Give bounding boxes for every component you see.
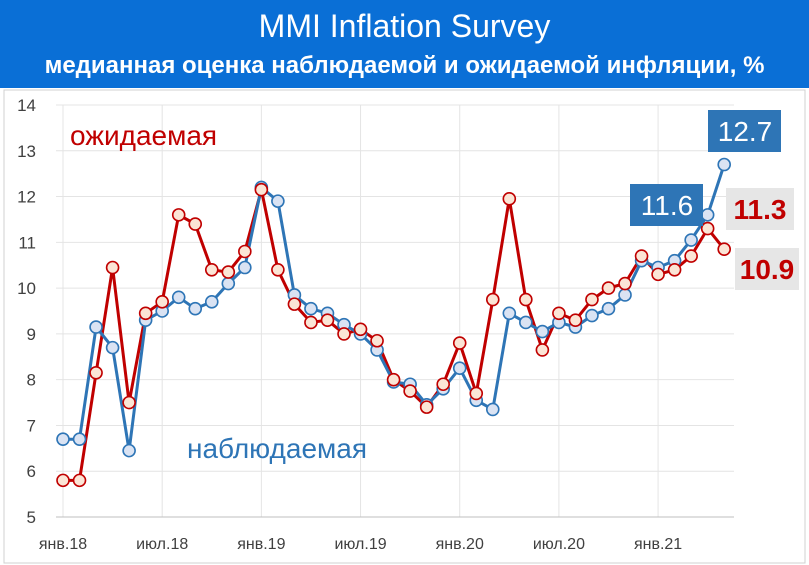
expected-point xyxy=(452,336,467,350)
observed-point xyxy=(601,301,616,316)
expected-point xyxy=(353,322,368,337)
expected-series-label: ожидаемая xyxy=(70,120,217,151)
expected-point xyxy=(287,297,302,311)
x-tick-label: июл.18 xyxy=(136,536,188,553)
observed-point xyxy=(502,306,517,321)
expected-point xyxy=(138,306,153,321)
expected-point xyxy=(684,249,698,263)
observed-point xyxy=(221,276,236,291)
observed-point xyxy=(485,402,500,417)
observed-point xyxy=(519,315,533,330)
expected-point xyxy=(502,192,517,206)
expected-point xyxy=(469,386,484,401)
y-tick-label: 6 xyxy=(27,462,36,481)
expected-point xyxy=(105,260,120,275)
expected-point xyxy=(436,377,450,392)
y-tick-label: 14 xyxy=(17,96,36,115)
expected-point xyxy=(370,333,384,348)
expected-point xyxy=(700,221,715,236)
prev-observed-callout-label: 11.6 xyxy=(641,190,693,221)
x-tick-label: июл.20 xyxy=(533,536,585,553)
observed-point xyxy=(700,208,715,222)
observed-point xyxy=(717,157,732,172)
expected-point xyxy=(634,249,649,263)
expected-point xyxy=(667,263,682,277)
expected-point xyxy=(601,281,616,295)
line-chart: 5 6 7 8 9 10 11 12 13 14 янв.18 июл.18 янв.19 июл.19 я… xyxy=(3,89,806,564)
expected-point xyxy=(618,276,632,291)
expected-point xyxy=(419,400,434,414)
expected-point xyxy=(403,384,417,398)
expected-point xyxy=(72,473,87,488)
observed-point xyxy=(618,288,632,302)
x-tick-label: янв.18 xyxy=(39,536,87,553)
observed-point xyxy=(188,301,203,316)
expected-point xyxy=(320,313,335,327)
observed-point xyxy=(238,260,252,275)
latest-expected-callout-box xyxy=(735,248,799,290)
observed-point xyxy=(122,443,136,458)
expected-point xyxy=(535,343,550,357)
expected-point xyxy=(519,292,533,307)
prev-expected-callout-box xyxy=(726,188,794,230)
observed-point xyxy=(105,340,120,355)
observed-series-label: наблюдаемая xyxy=(187,433,367,464)
expected-point xyxy=(254,182,269,197)
expected-point xyxy=(717,242,732,256)
observed-point xyxy=(684,233,698,247)
latest-observed-callout-label: 12.7 xyxy=(718,116,773,147)
chart-title: MMI Inflation Survey xyxy=(258,8,551,44)
x-tick-label: янв.20 xyxy=(436,536,484,553)
expected-point xyxy=(56,473,70,488)
y-tick-label: 13 xyxy=(17,142,36,161)
observed-point xyxy=(204,295,219,309)
y-tick-label: 9 xyxy=(27,325,36,344)
x-tick-label: июл.19 xyxy=(334,536,386,553)
observed-point xyxy=(56,432,70,446)
expected-point xyxy=(485,292,500,307)
expected-point xyxy=(386,372,401,387)
observed-point xyxy=(452,361,467,376)
expected-point xyxy=(271,263,285,277)
expected-point xyxy=(221,265,236,279)
expected-point xyxy=(568,313,583,327)
prev-expected-callout-label: 11.3 xyxy=(734,194,787,225)
latest-expected-callout-label: 10.9 xyxy=(740,254,795,285)
y-tick-label: 5 xyxy=(27,508,36,527)
chart-area: 5 6 7 8 9 10 11 12 13 14 янв.18 июл.18 янв.19 июл.19 я… xyxy=(0,88,809,565)
expected-point xyxy=(552,306,566,321)
observed-point xyxy=(89,320,103,334)
y-tick-label: 12 xyxy=(17,188,36,207)
expected-point xyxy=(122,395,136,410)
observed-point xyxy=(72,432,87,446)
prev-observed-callout-box xyxy=(630,184,703,226)
chart-subtitle: медианная оценка наблюдаемой и ожидаемой… xyxy=(44,52,765,79)
expected-point xyxy=(238,244,252,259)
expected-point xyxy=(155,295,169,309)
observed-point xyxy=(304,301,318,316)
chart-header: MMI Inflation Survey медианная оценка на… xyxy=(0,0,809,88)
y-tick-label: 7 xyxy=(27,416,36,435)
observed-point xyxy=(271,194,285,208)
expected-point xyxy=(204,263,219,277)
plot-frame xyxy=(3,89,806,564)
y-tick-label: 10 xyxy=(17,279,36,298)
x-tick-label: янв.21 xyxy=(634,536,682,553)
x-tick-label: янв.19 xyxy=(237,536,285,553)
observed-point xyxy=(535,324,550,339)
expected-point xyxy=(585,292,599,307)
y-tick-label: 11 xyxy=(18,233,36,252)
expected-point xyxy=(651,267,665,282)
expected-point xyxy=(188,217,203,231)
expected-point xyxy=(171,208,186,222)
expected-point xyxy=(337,327,351,341)
expected-point xyxy=(304,315,318,330)
expected-point xyxy=(89,365,103,380)
latest-observed-callout-box xyxy=(708,110,781,152)
y-tick-label: 8 xyxy=(27,371,36,390)
observed-point xyxy=(585,308,599,323)
observed-point xyxy=(171,290,186,305)
